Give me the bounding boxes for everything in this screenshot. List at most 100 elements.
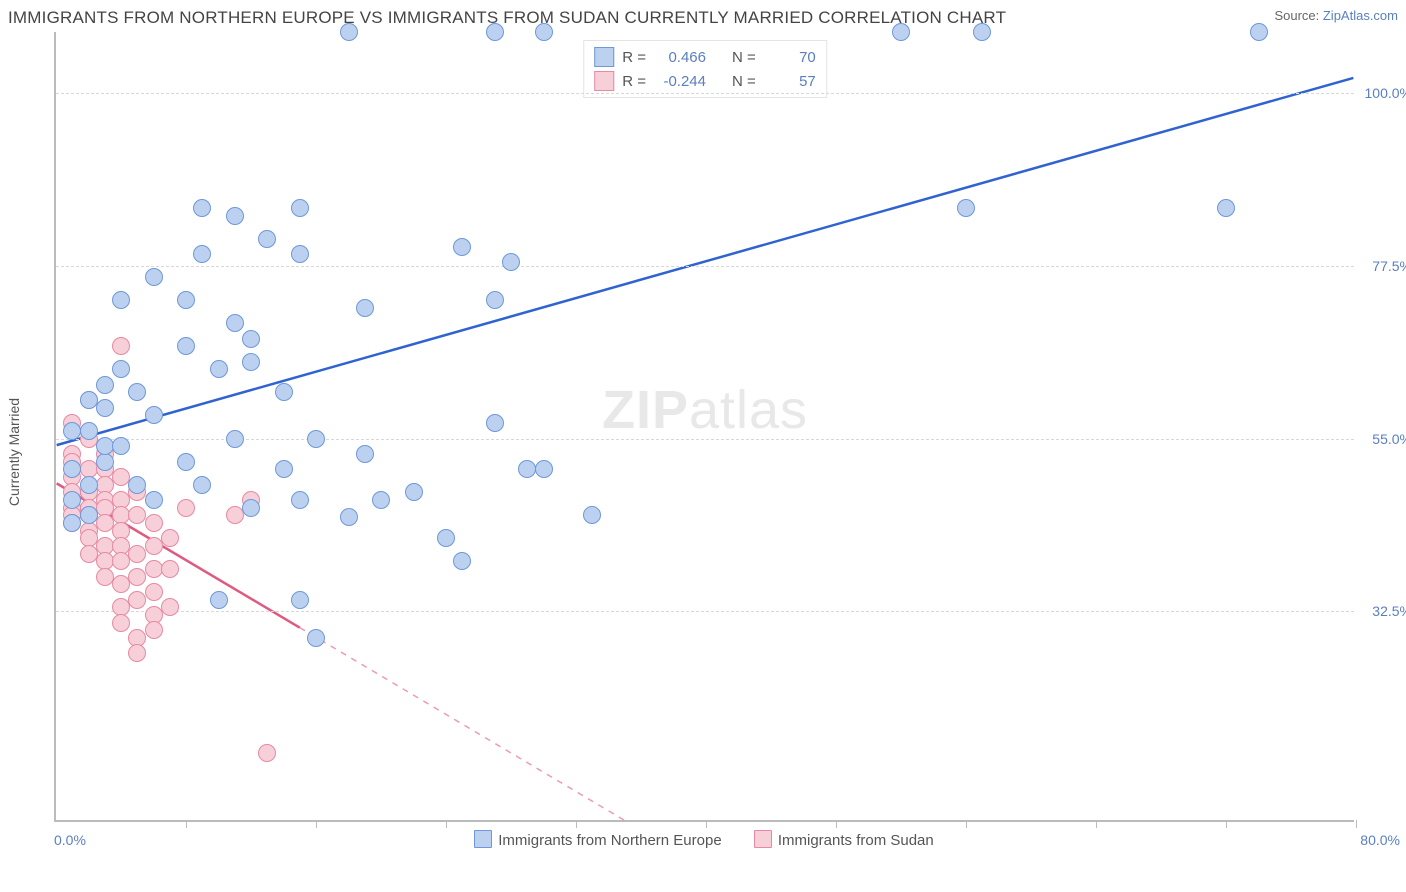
pink-swatch-icon <box>754 830 772 848</box>
pink-point <box>145 621 163 639</box>
y-tick-label: 55.0% <box>1372 431 1406 447</box>
blue-point <box>1217 199 1235 217</box>
blue-point <box>486 414 504 432</box>
source-attribution: Source: ZipAtlas.com <box>1274 8 1398 23</box>
blue-point <box>226 430 244 448</box>
y-tick-label: 100.0% <box>1365 85 1406 101</box>
blue-point <box>291 199 309 217</box>
blue-point <box>957 199 975 217</box>
blue-point <box>112 360 130 378</box>
series-legend: Immigrants from Northern Europe Immigran… <box>54 830 1354 849</box>
legend-row-blue: R = 0.466 N = 70 <box>594 45 816 69</box>
blue-point <box>226 207 244 225</box>
x-axis-max-label: 80.0% <box>1360 832 1400 848</box>
blue-point <box>340 23 358 41</box>
pink-point <box>128 545 146 563</box>
pink-point <box>128 591 146 609</box>
pink-point <box>177 499 195 517</box>
y-tick-label: 32.5% <box>1372 603 1406 619</box>
x-tick <box>1096 820 1097 828</box>
blue-point <box>340 508 358 526</box>
chart-area: Currently Married ZIPatlas R = 0.466 N =… <box>8 32 1398 872</box>
blue-point <box>63 491 81 509</box>
blue-point <box>307 430 325 448</box>
blue-point <box>80 506 98 524</box>
legend-item-blue: Immigrants from Northern Europe <box>474 830 721 849</box>
blue-point <box>275 383 293 401</box>
blue-point <box>112 437 130 455</box>
pink-swatch-icon <box>594 71 614 91</box>
blue-point <box>80 422 98 440</box>
blue-point <box>356 299 374 317</box>
blue-point <box>372 491 390 509</box>
blue-point <box>583 506 601 524</box>
pink-point <box>112 614 130 632</box>
blue-point <box>291 591 309 609</box>
pink-point <box>112 575 130 593</box>
pink-point <box>128 568 146 586</box>
pink-point <box>128 644 146 662</box>
blue-point <box>405 483 423 501</box>
blue-point <box>453 238 471 256</box>
blue-point <box>535 460 553 478</box>
blue-point <box>128 476 146 494</box>
blue-point <box>453 552 471 570</box>
blue-point <box>535 23 553 41</box>
blue-point <box>128 383 146 401</box>
y-axis-label: Currently Married <box>6 398 22 506</box>
blue-point <box>973 23 991 41</box>
blue-point <box>145 406 163 424</box>
chart-title: IMMIGRANTS FROM NORTHERN EUROPE VS IMMIG… <box>8 8 1006 28</box>
blue-swatch-icon <box>474 830 492 848</box>
pink-point <box>112 552 130 570</box>
trend-lines-layer <box>56 32 1354 820</box>
x-tick <box>186 820 187 828</box>
blue-point <box>356 445 374 463</box>
blue-point <box>210 591 228 609</box>
blue-point <box>80 476 98 494</box>
x-tick <box>1356 820 1357 828</box>
y-tick-label: 77.5% <box>1372 258 1406 274</box>
blue-point <box>275 460 293 478</box>
blue-point <box>96 376 114 394</box>
x-tick <box>576 820 577 828</box>
blue-point <box>145 491 163 509</box>
blue-point <box>291 491 309 509</box>
blue-point <box>177 337 195 355</box>
pink-point <box>161 598 179 616</box>
blue-point <box>177 453 195 471</box>
blue-point <box>892 23 910 41</box>
watermark: ZIPatlas <box>602 379 808 441</box>
gridline <box>56 93 1354 94</box>
correlation-legend: R = 0.466 N = 70 R = -0.244 N = 57 <box>583 40 827 98</box>
blue-point <box>242 353 260 371</box>
blue-point <box>193 199 211 217</box>
pink-point <box>112 337 130 355</box>
x-tick <box>966 820 967 828</box>
source-link[interactable]: ZipAtlas.com <box>1323 8 1398 23</box>
blue-point <box>1250 23 1268 41</box>
blue-point <box>193 245 211 263</box>
blue-point <box>96 399 114 417</box>
gridline <box>56 611 1354 612</box>
gridline <box>56 266 1354 267</box>
x-tick <box>316 820 317 828</box>
blue-point <box>63 460 81 478</box>
blue-point <box>63 514 81 532</box>
x-tick <box>836 820 837 828</box>
pink-point <box>258 744 276 762</box>
blue-swatch-icon <box>594 47 614 67</box>
legend-row-pink: R = -0.244 N = 57 <box>594 69 816 93</box>
x-tick <box>706 820 707 828</box>
blue-point <box>486 23 504 41</box>
blue-point <box>307 629 325 647</box>
blue-point <box>96 453 114 471</box>
blue-point <box>226 314 244 332</box>
blue-point <box>291 245 309 263</box>
x-tick <box>446 820 447 828</box>
blue-point <box>486 291 504 309</box>
blue-point <box>177 291 195 309</box>
blue-point <box>193 476 211 494</box>
pink-point <box>145 514 163 532</box>
blue-point <box>112 291 130 309</box>
